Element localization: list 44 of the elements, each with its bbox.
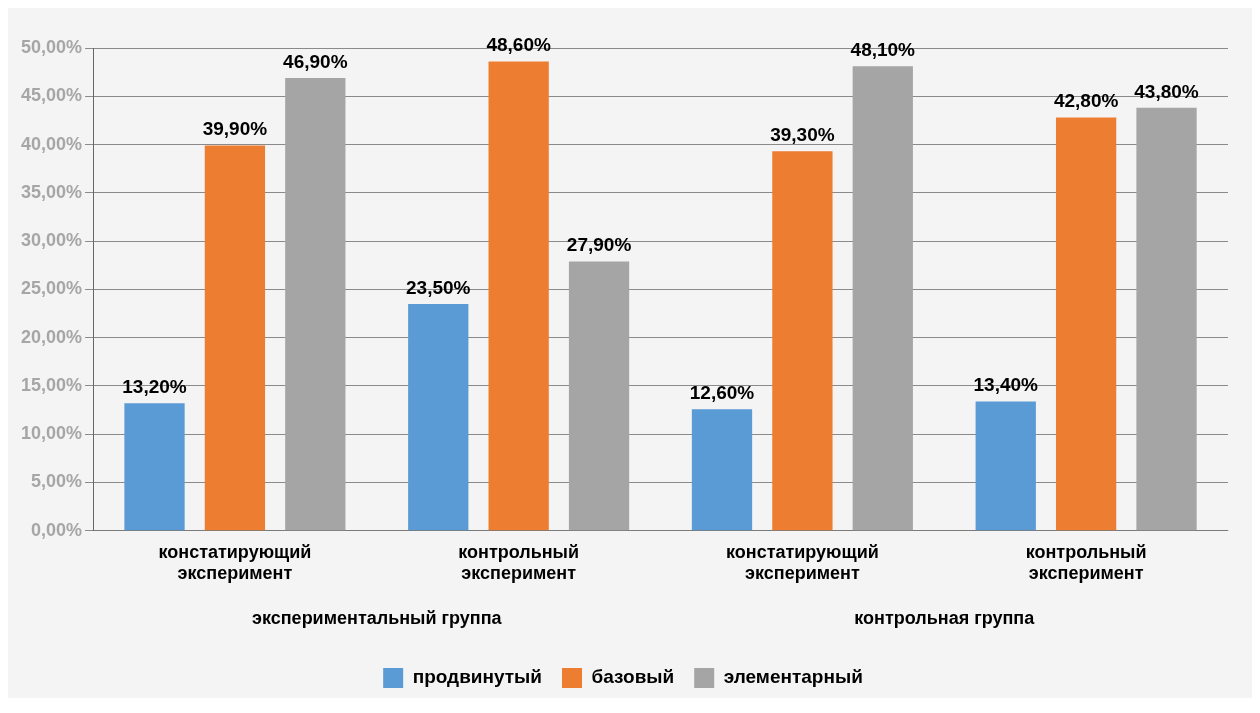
data-label: 12,60% (689, 381, 755, 403)
x-tick-label: контрольный эксперимент (458, 541, 580, 584)
data-label: 48,10% (850, 39, 916, 61)
data-label: 39,90% (202, 118, 268, 140)
bar (285, 77, 346, 531)
y-tick-label: 10,00% (20, 423, 83, 444)
data-label: 48,60% (486, 34, 551, 56)
data-label: 13,40% (973, 374, 1039, 396)
y-tick-label: 20,00% (20, 326, 83, 347)
bar (408, 303, 469, 531)
data-label: 42,80% (1053, 90, 1119, 112)
data-label: 43,80% (1134, 80, 1199, 102)
y-tick-label: 45,00% (20, 85, 83, 106)
y-tick-label: 0,00% (31, 519, 83, 540)
y-tick-label: 5,00% (31, 471, 83, 492)
bar (204, 145, 266, 531)
y-tick-label: 15,00% (20, 374, 83, 395)
y-tick-label: 50,00% (20, 36, 83, 57)
bar (1055, 117, 1117, 531)
legend-label: элементарный (723, 666, 863, 688)
bar (124, 403, 185, 531)
y-tick-label: 25,00% (20, 278, 83, 299)
bar (1136, 107, 1197, 531)
x-tick-label: констатирующий эксперимент (158, 541, 312, 584)
bar (568, 261, 630, 531)
text: контрольная группа (854, 607, 1036, 628)
x-tick-label: констатирующий эксперимент (725, 541, 879, 584)
data-label: 23,50% (406, 276, 471, 298)
y-tick-label: 35,00% (20, 181, 83, 202)
text: экспериментальный группа (252, 607, 503, 628)
bar (852, 66, 913, 531)
bar (488, 61, 549, 531)
y-tick-label: 30,00% (20, 230, 83, 251)
data-label: 13,20% (122, 376, 187, 398)
data-label: 27,90% (566, 234, 632, 256)
data-label: 46,90% (283, 50, 348, 72)
y-tick-label: 40,00% (20, 133, 83, 154)
bar (691, 409, 753, 531)
data-label: 39,30% (770, 124, 835, 146)
legend-label: продвинутый (412, 666, 543, 688)
x-tick-label: контрольный эксперимент (1025, 541, 1147, 584)
bar (772, 151, 833, 531)
bar (975, 401, 1036, 531)
legend-label: базовый (591, 666, 675, 688)
